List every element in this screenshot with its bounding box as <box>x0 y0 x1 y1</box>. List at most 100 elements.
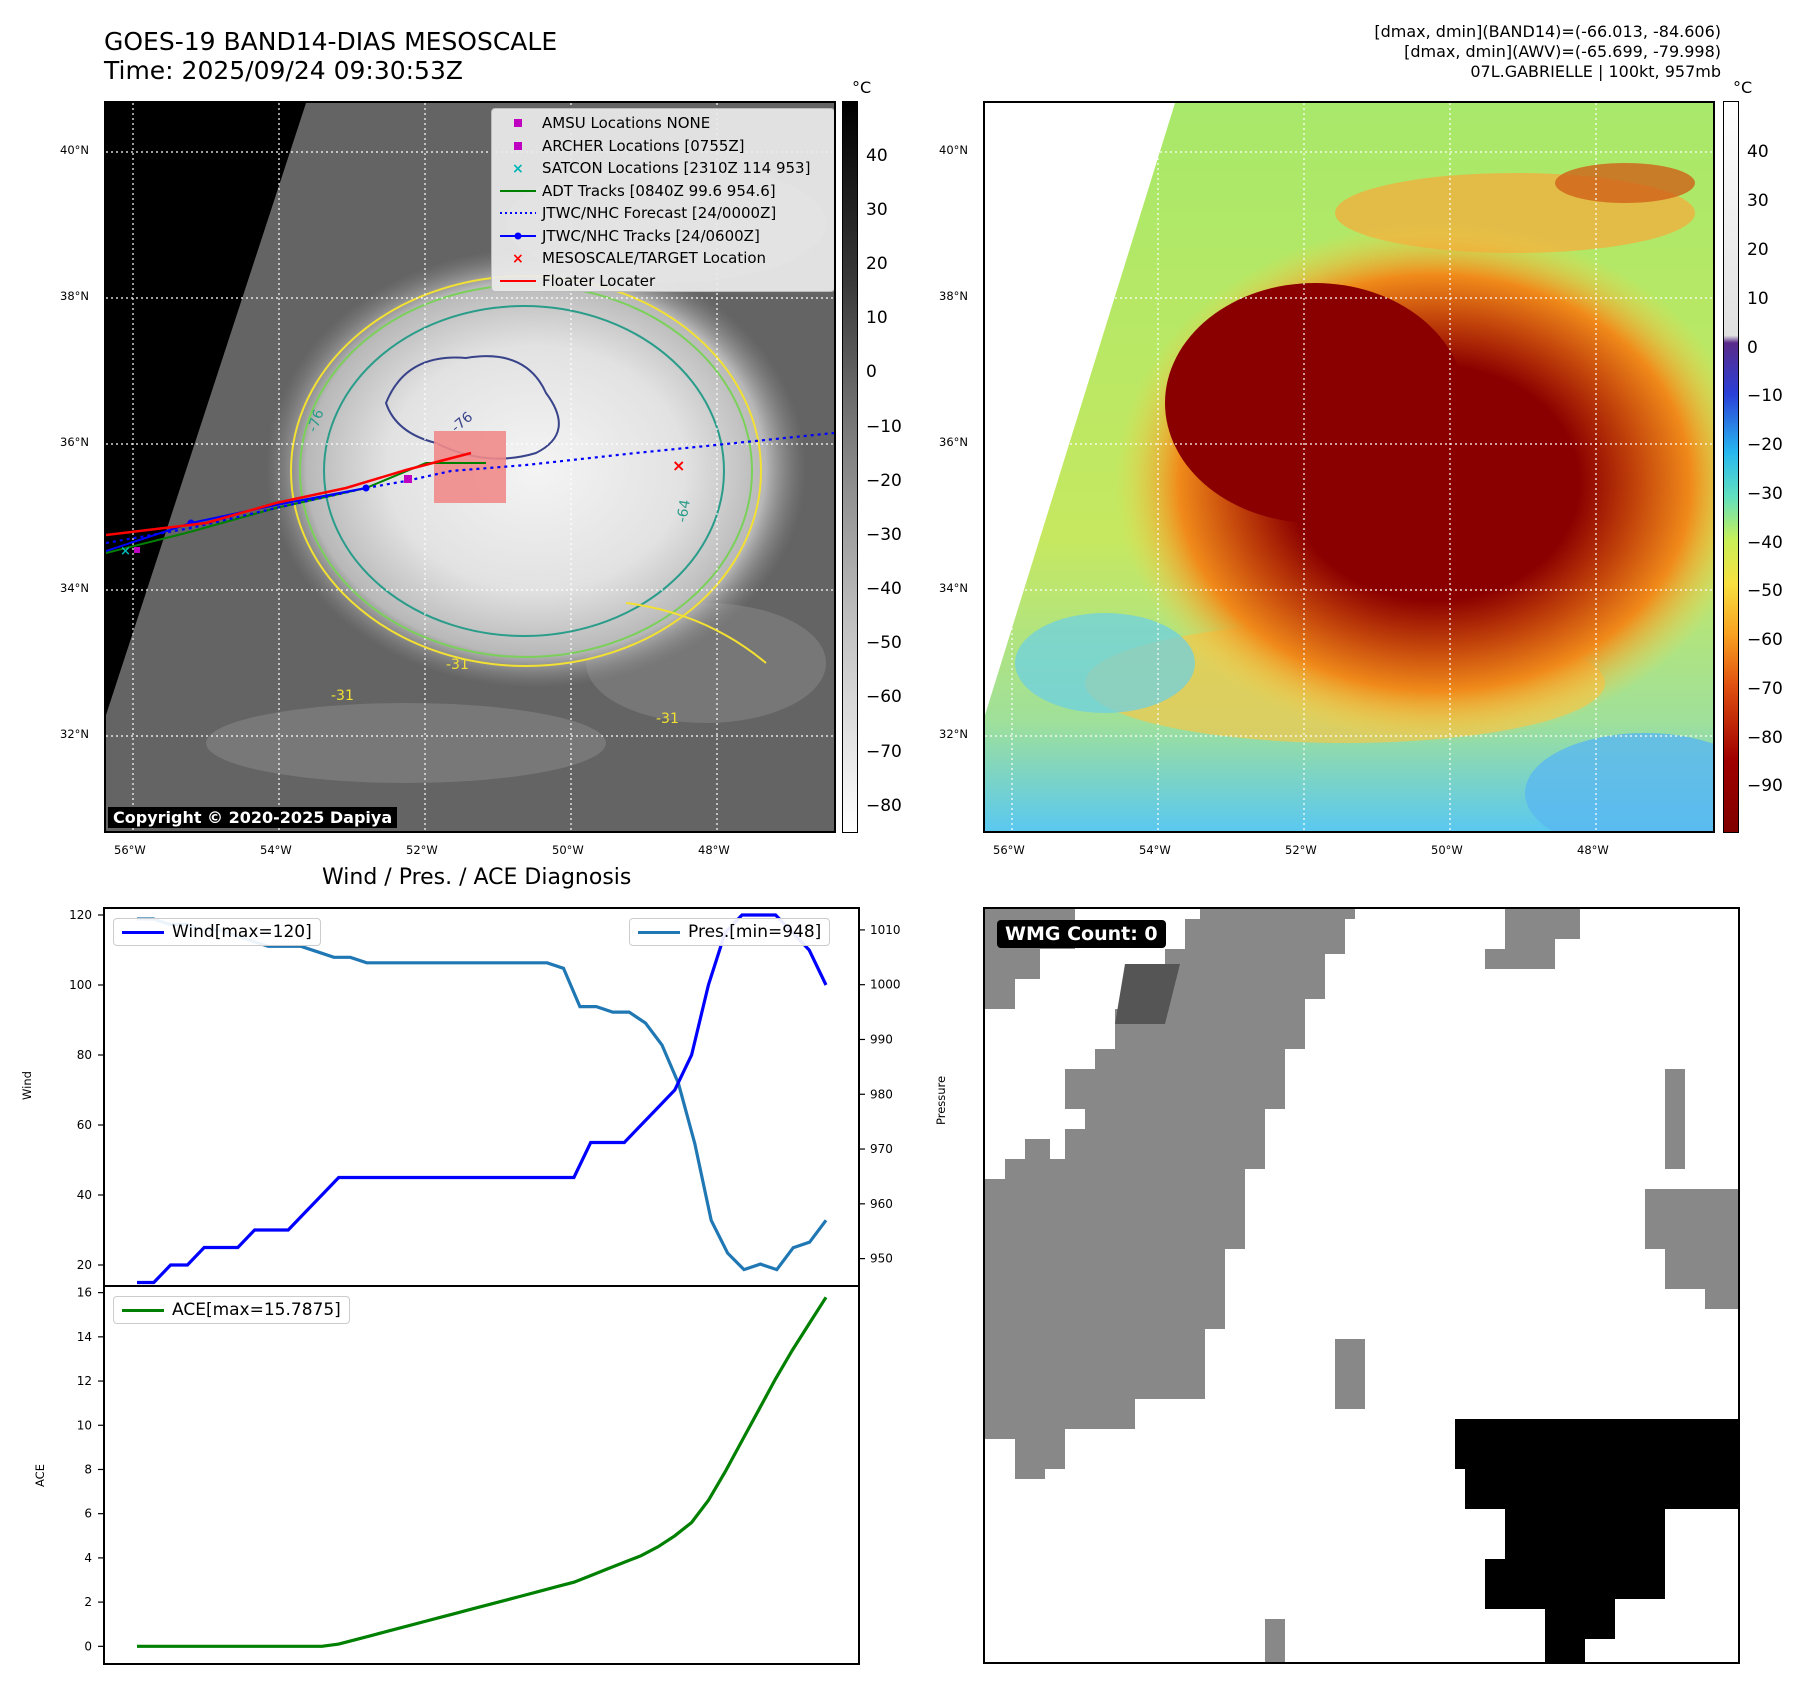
wmg-image <box>985 909 1738 1662</box>
right-colorbar-tick: −70 <box>1747 679 1783 699</box>
wind-legend: Wind[max=120] <box>113 918 321 946</box>
contour-label: -31 <box>656 711 679 727</box>
left-colorbar-tick: −80 <box>866 796 902 816</box>
left-colorbar-tick: −10 <box>866 417 902 437</box>
lat-tick: 36°N <box>60 435 89 449</box>
map-legend: AMSU Locations NONE ARCHER Locations [07… <box>491 108 834 292</box>
legend-item: ADT Tracks [0840Z 99.6 954.6] <box>500 181 776 200</box>
ace-series <box>137 1296 828 1648</box>
ace-axis: 0 2 4 6 8 10 12 14 16 <box>77 1286 104 1653</box>
pres-legend-label: Pres.[min=948] <box>688 922 822 942</box>
ace-line <box>137 1296 828 1648</box>
right-colorbar-tick: 10 <box>1747 289 1769 309</box>
ace-legend-label: ACE[max=15.7875] <box>172 1300 341 1320</box>
right-colorbar-tick: −80 <box>1747 728 1783 748</box>
left-colorbar-tick: −30 <box>866 525 902 545</box>
tick-label: 14 <box>77 1330 92 1344</box>
lat-tick: 34°N <box>939 581 968 595</box>
tick-label: 8 <box>84 1462 92 1476</box>
lon-tick: 50°W <box>1431 843 1463 857</box>
right-colorbar-tick: −30 <box>1747 484 1783 504</box>
figure-time: Time: 2025/09/24 09:30:53Z <box>104 56 463 85</box>
tick-label: 16 <box>77 1286 92 1300</box>
lon-tick: 52°W <box>1285 843 1317 857</box>
tick-label: 20 <box>77 1258 92 1272</box>
right-colorbar-tick: −50 <box>1747 581 1783 601</box>
tick-label: 6 <box>84 1507 92 1521</box>
legend-item: AMSU Locations NONE <box>492 111 834 134</box>
left-colorbar-tick: −20 <box>866 471 902 491</box>
legend-item: × SATCON Locations [2310Z 114 953] <box>512 159 811 177</box>
tick-label: 1000 <box>870 978 901 992</box>
right-colorbar-tick: 20 <box>1747 240 1769 260</box>
wmg-count-label: WMG Count: 0 <box>997 920 1166 948</box>
lon-tick: 48°W <box>698 843 730 857</box>
left-colorbar-tick: 0 <box>866 362 877 382</box>
tick-label: 60 <box>77 1118 92 1132</box>
lat-tick: 40°N <box>60 143 89 157</box>
tick-label: 40 <box>77 1188 92 1202</box>
right-colorbar-tick: −20 <box>1747 435 1783 455</box>
right-colorbar-tick: −90 <box>1747 776 1783 796</box>
lat-tick: 38°N <box>939 289 968 303</box>
ir-map-panel: × × -76 -76 -64 -31 -31 -31 AMSU Locatio… <box>104 101 836 833</box>
right-colorbar-tick: −60 <box>1747 630 1783 650</box>
right-colorbar-tick: −40 <box>1747 533 1783 553</box>
right-colorbar-tick: 0 <box>1747 338 1758 358</box>
tick-label: 970 <box>870 1142 893 1156</box>
legend-item: JTWC/NHC Tracks [24/0600Z] <box>492 224 834 247</box>
contour-label: -31 <box>331 688 354 704</box>
left-colorbar-tick: 10 <box>866 308 888 328</box>
pressure-series <box>137 917 828 1272</box>
awv-map-image <box>985 103 1713 831</box>
tick-label: 120 <box>69 908 92 922</box>
tick-label: 980 <box>870 1087 893 1101</box>
lat-tick: 38°N <box>60 289 89 303</box>
left-colorbar-tick: −50 <box>866 633 902 653</box>
lon-tick: 56°W <box>993 843 1025 857</box>
chart-title: Wind / Pres. / ACE Diagnosis <box>322 865 632 890</box>
info-band14-range: [dmax, dmin](BAND14)=(-66.013, -84.606) <box>1374 22 1721 41</box>
ace-frame <box>103 1285 860 1665</box>
left-colorbar-tick: −60 <box>866 687 902 707</box>
pres-legend-swatch <box>638 930 680 934</box>
copyright-label: Copyright © 2020-2025 Dapiya <box>108 807 398 828</box>
wind-line <box>137 913 828 1285</box>
info-awv-range: [dmax, dmin](AWV)=(-65.699, -79.998) <box>1404 42 1721 61</box>
wind-legend-label: Wind[max=120] <box>172 922 312 942</box>
wmg-panel: WMG Count: 0 <box>983 907 1740 1664</box>
ace-legend-swatch <box>122 1308 164 1312</box>
wind-axis: 20 40 60 80 100 120 <box>69 908 104 1272</box>
legend-item: Floater Locater <box>500 271 656 290</box>
left-colorbar <box>842 101 858 833</box>
lon-tick: 48°W <box>1577 843 1609 857</box>
lon-tick: 52°W <box>406 843 438 857</box>
svg-text:×: × <box>512 161 524 176</box>
tick-label: 1010 <box>870 923 901 937</box>
left-colorbar-unit: °C <box>852 78 872 97</box>
tick-label: 100 <box>69 978 92 992</box>
lon-tick: 50°W <box>552 843 584 857</box>
tick-label: 960 <box>870 1197 893 1211</box>
left-colorbar-tick: −40 <box>866 579 902 599</box>
awv-map-gridlines <box>985 103 1713 831</box>
left-colorbar-tick: 30 <box>866 200 888 220</box>
svg-text:×: × <box>512 251 524 266</box>
left-colorbar-tick: 40 <box>866 146 888 166</box>
legend-item: × MESOSCALE/TARGET Location <box>512 249 767 267</box>
legend-item: JTWC/NHC Forecast [24/0000Z] <box>500 204 777 222</box>
awv-map-panel <box>983 101 1715 833</box>
figure-title: GOES-19 BAND14-DIAS MESOSCALE <box>104 27 558 56</box>
forecast-track <box>106 431 834 545</box>
left-colorbar-tick: −70 <box>866 742 902 762</box>
archer-marker <box>404 475 412 483</box>
tick-label: 80 <box>77 1048 92 1062</box>
tick-label: 12 <box>77 1374 92 1388</box>
tick-label: 4 <box>84 1551 92 1565</box>
pressure-axis: 950 960 970 980 990 1000 1010 <box>859 923 901 1266</box>
lon-tick: 56°W <box>114 843 146 857</box>
satcon-marker: × <box>120 544 131 559</box>
contour-label: -76 <box>305 407 328 434</box>
legend-item: ARCHER Locations [0755Z] <box>492 134 834 157</box>
